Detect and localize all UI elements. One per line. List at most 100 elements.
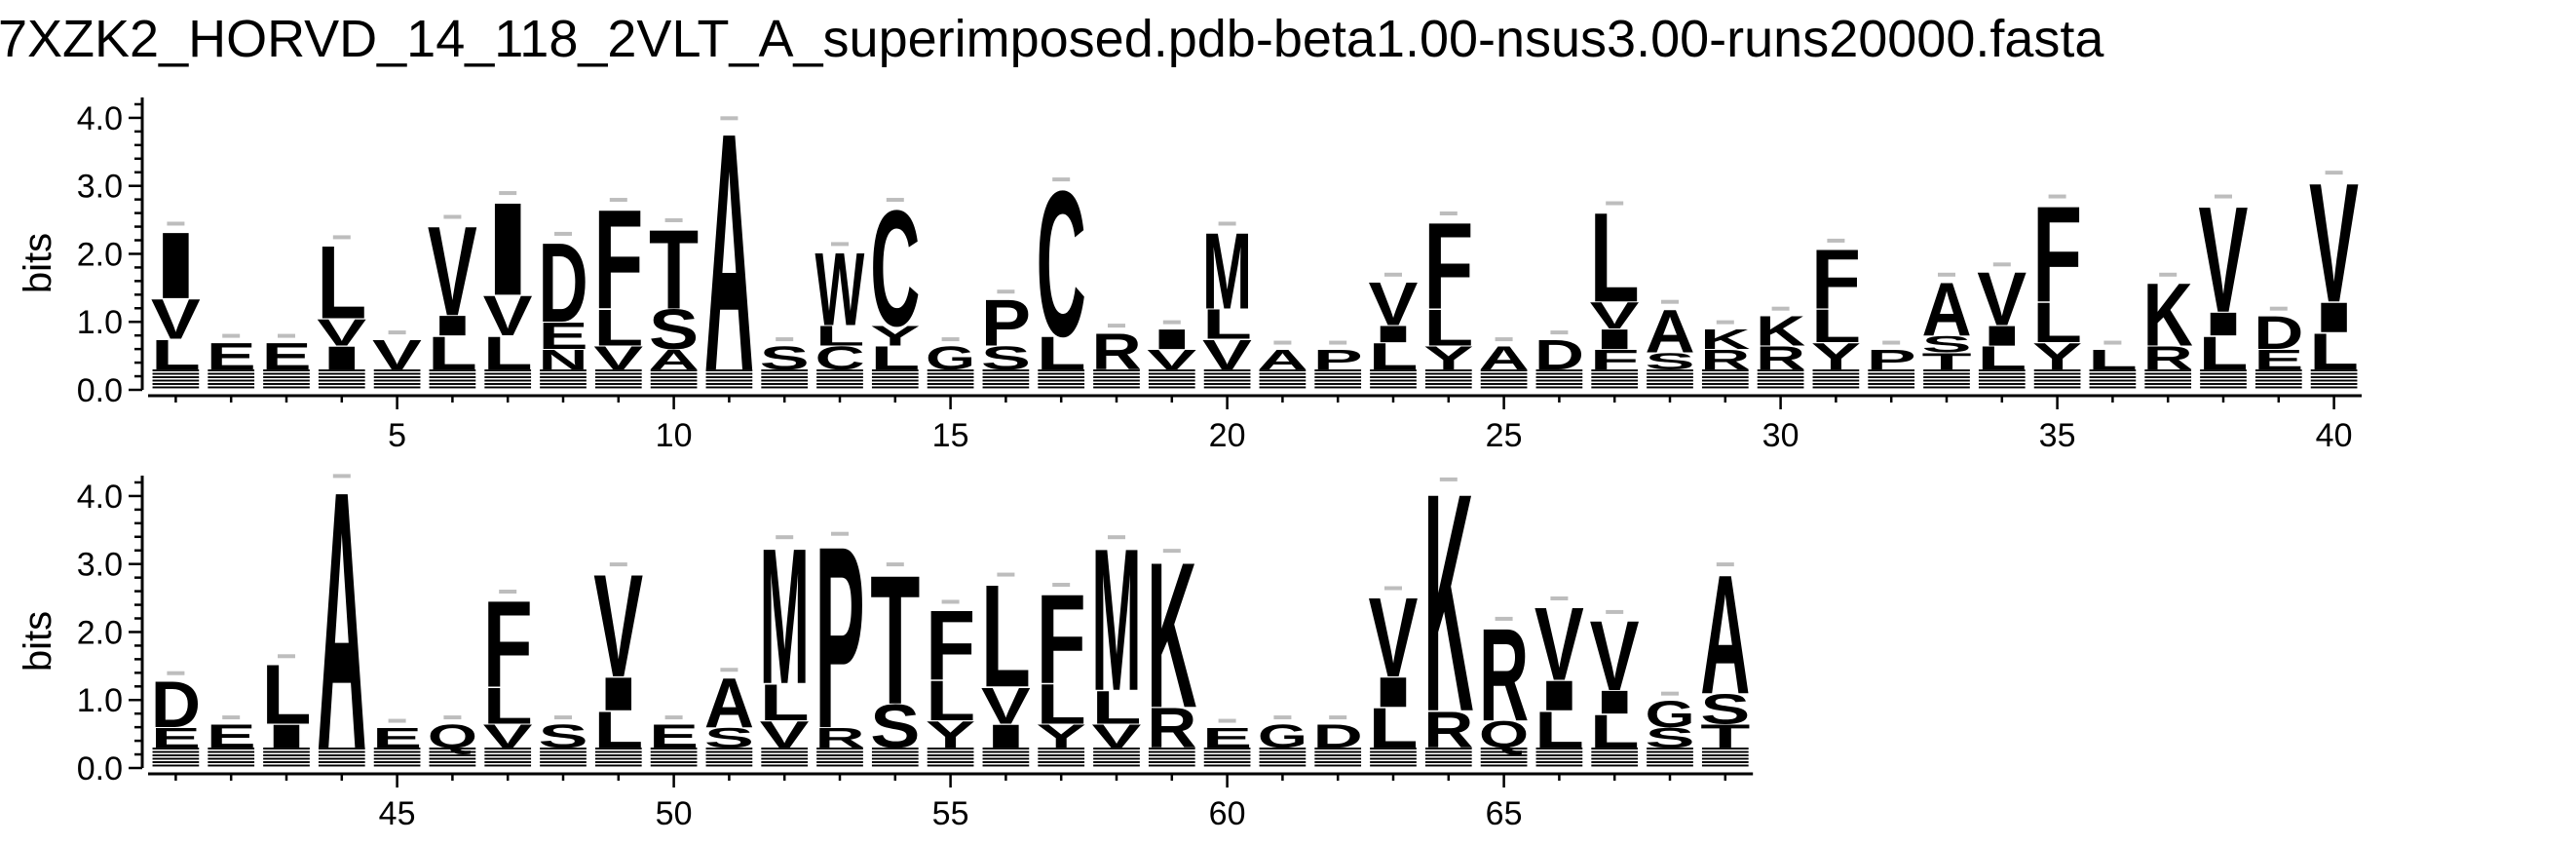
logo-minor-letter-band bbox=[982, 750, 1030, 753]
logo-minor-letter-band bbox=[263, 376, 310, 378]
logo-letter: A bbox=[1921, 267, 1971, 352]
logo-letter: K bbox=[1423, 429, 1473, 778]
logo-minor-letter-band bbox=[429, 383, 476, 385]
logo-letter: A bbox=[1479, 340, 1529, 377]
logo-minor-letter-band bbox=[1535, 372, 1583, 375]
logo-minor-letter-band bbox=[927, 761, 974, 763]
logo-minor-letter-band bbox=[594, 379, 642, 382]
logo-column: E bbox=[207, 333, 256, 389]
logo-letter: V bbox=[1590, 601, 1640, 711]
logo-minor-letter-band bbox=[1148, 383, 1195, 385]
logo-minor-letter-band bbox=[1203, 757, 1251, 760]
error-bar-cap bbox=[997, 289, 1015, 294]
logo-minor-letter-band bbox=[1480, 764, 1528, 767]
logo-minor-letter-band bbox=[594, 754, 642, 756]
logo-minor-letter-band bbox=[816, 750, 863, 753]
logo-minor-letter-band bbox=[1203, 369, 1251, 371]
logo-minor-letter-band bbox=[2310, 372, 2358, 375]
logo-minor-letter-band bbox=[1480, 369, 1528, 371]
logo-letter: S bbox=[870, 693, 920, 761]
x-tick-label: 25 bbox=[1486, 417, 1523, 454]
logo-minor-letter-band bbox=[1480, 757, 1528, 760]
logo-minor-letter-band bbox=[208, 383, 255, 385]
logo-minor-letter-band bbox=[2200, 369, 2247, 371]
y-tick-label: 4.0 bbox=[77, 479, 123, 516]
logo-letter: V bbox=[2198, 174, 2248, 344]
logo-minor-letter-band bbox=[2200, 383, 2247, 385]
logo-minor-letter-band bbox=[927, 748, 974, 749]
logo-minor-letter-band bbox=[429, 376, 476, 378]
logo-letter: V bbox=[372, 331, 423, 378]
logo-minor-letter-band bbox=[594, 761, 642, 763]
logo-minor-letter-band bbox=[650, 369, 698, 371]
logo-minor-letter-band bbox=[1093, 761, 1140, 763]
logo-letter: V bbox=[317, 311, 366, 354]
logo-minor-letter-band bbox=[1701, 761, 1749, 763]
logo-minor-letter-band bbox=[1647, 764, 1693, 767]
logo-letter: L bbox=[1037, 327, 1086, 380]
logo-minor-letter-band bbox=[2254, 386, 2302, 389]
logo-minor-letter-band bbox=[2200, 376, 2247, 378]
logo-minor-letter-band bbox=[1923, 376, 1970, 378]
error-bar-cap bbox=[1992, 262, 2011, 267]
logo-minor-letter-band bbox=[429, 379, 476, 382]
logo-minor-letter-band bbox=[1535, 386, 1583, 389]
error-bar-cap bbox=[720, 116, 739, 121]
logo-letter: L bbox=[981, 554, 1031, 717]
logo-letter: Y bbox=[1423, 339, 1473, 376]
logo-column: YLF bbox=[2032, 177, 2082, 389]
logo-minor-letter-band bbox=[1038, 383, 1085, 385]
logo-minor-letter-band bbox=[1148, 376, 1195, 378]
logo-minor-letter-band bbox=[982, 748, 1030, 749]
logo-minor-letter-band bbox=[650, 379, 698, 382]
logo-minor-letter-band bbox=[650, 376, 698, 378]
logo-minor-letter-band bbox=[1757, 372, 1804, 375]
logo-letter: G bbox=[1645, 694, 1694, 736]
error-bar-cap bbox=[776, 337, 794, 342]
logo-minor-letter-band bbox=[1591, 754, 1639, 756]
logo-letter: F bbox=[2032, 177, 2082, 331]
error-bar-cap bbox=[499, 590, 517, 594]
logo-letter: V bbox=[1977, 257, 2027, 342]
logo-minor-letter-band bbox=[1370, 764, 1417, 767]
logo-minor-letter-band bbox=[2144, 376, 2192, 378]
logo-letter: V bbox=[593, 545, 643, 709]
logo-letter: F bbox=[593, 181, 643, 339]
error-bar-cap bbox=[1273, 340, 1292, 345]
logo-minor-letter-band bbox=[540, 757, 587, 760]
logo-minor-letter-band bbox=[1535, 754, 1583, 756]
logo-minor-letter-band bbox=[263, 372, 310, 375]
logo-minor-letter-band bbox=[2033, 376, 2081, 378]
logo-minor-letter-band bbox=[1203, 750, 1251, 753]
logo-letter: L bbox=[151, 332, 201, 379]
y-tick-label: 3.0 bbox=[77, 547, 123, 584]
logo-letter: D bbox=[538, 220, 587, 346]
logo-letter: L bbox=[593, 299, 643, 357]
logo-minor-letter-band bbox=[705, 386, 753, 389]
logo-minor-letter-band bbox=[2089, 369, 2137, 371]
logo-minor-letter-band bbox=[208, 757, 255, 760]
logo-letter: R bbox=[1700, 344, 1750, 375]
logo-minor-letter-band bbox=[2144, 369, 2192, 371]
logo-minor-letter-band bbox=[1591, 372, 1639, 375]
logo-minor-letter-band bbox=[1370, 386, 1417, 389]
logo-minor-letter-band bbox=[429, 750, 476, 753]
logo-minor-letter-band bbox=[1647, 757, 1693, 760]
logo-minor-letter-band bbox=[1203, 764, 1251, 767]
logo-column: AST bbox=[649, 207, 699, 389]
error-bar-cap bbox=[1716, 320, 1734, 325]
logo-column: LIV bbox=[593, 545, 643, 767]
logo-minor-letter-band bbox=[1370, 369, 1417, 371]
logo-minor-letter-band bbox=[1978, 369, 2026, 371]
logo-minor-letter-band bbox=[871, 761, 919, 763]
error-bar-cap bbox=[1439, 477, 1458, 481]
logo-column: D bbox=[1534, 330, 1584, 389]
logo-minor-letter-band bbox=[1093, 748, 1140, 749]
logo-column: IL bbox=[261, 648, 312, 767]
logo-minor-letter-band bbox=[1480, 383, 1528, 385]
logo-minor-letter-band bbox=[373, 764, 421, 767]
logo-minor-letter-band bbox=[1424, 754, 1472, 756]
logo-minor-letter-band bbox=[761, 369, 809, 371]
logo-letter: R bbox=[1756, 340, 1805, 377]
logo-minor-letter-band bbox=[1038, 372, 1085, 375]
